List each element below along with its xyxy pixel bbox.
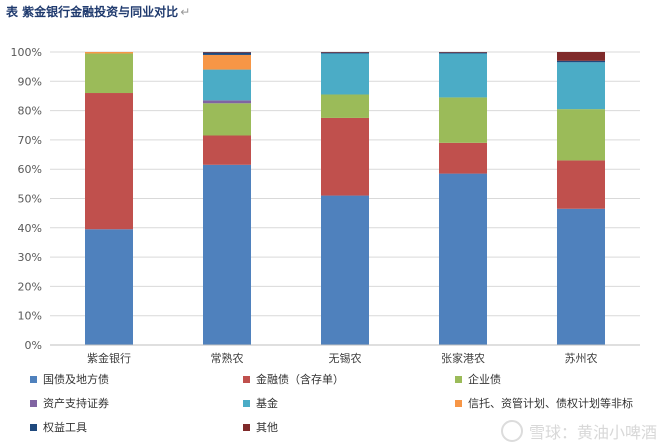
- bar-segment: [321, 117, 369, 196]
- bar-segment: [439, 97, 487, 143]
- y-tick-label: 80%: [18, 105, 42, 118]
- y-tick-label: 40%: [18, 222, 42, 235]
- legend-label: 信托、资管计划、债权计划等非标: [468, 397, 633, 410]
- y-tick-label: 0%: [25, 339, 42, 352]
- y-tick-label: 10%: [18, 310, 42, 323]
- bar-segment: [321, 94, 369, 118]
- return-mark-icon: ↵: [180, 5, 191, 19]
- legend-label: 国债及地方债: [43, 373, 109, 386]
- x-tick-label: 张家港农: [441, 351, 485, 365]
- legend-swatch: [455, 375, 462, 383]
- bar-segment: [203, 52, 251, 53]
- x-tick-label: 苏州农: [565, 351, 598, 365]
- bar-segment: [203, 100, 251, 104]
- bar-segment: [557, 52, 605, 61]
- y-tick-label: 60%: [18, 163, 42, 176]
- bar-segment: [439, 173, 487, 345]
- legend-item: 国债及地方债: [30, 371, 109, 387]
- y-tick-label: 70%: [18, 134, 42, 147]
- bar-segment: [321, 52, 369, 54]
- x-tick-label: 无锡农: [329, 351, 362, 365]
- bar-segment: [203, 164, 251, 345]
- legend-label: 资产支持证券: [43, 397, 109, 410]
- watermark: 雪球：黄油小啤酒: [500, 419, 657, 443]
- legend-item: 企业债: [455, 371, 501, 387]
- legend-label: 企业债: [468, 373, 501, 386]
- bar-segment: [203, 54, 251, 70]
- watermark-text: 雪球：黄油小啤酒: [528, 423, 657, 442]
- legend-item: 信托、资管计划、债权计划等非标: [455, 395, 633, 411]
- y-tick-label: 100%: [11, 46, 42, 59]
- legend-label: 基金: [256, 397, 278, 410]
- legend-label: 权益工具: [43, 421, 87, 434]
- bar-segment: [85, 93, 133, 230]
- bar-segment: [557, 208, 605, 345]
- bar-segment: [85, 229, 133, 345]
- bar-segment: [321, 53, 369, 95]
- x-tick-label: 常熟农: [211, 351, 244, 365]
- bar-segment: [203, 135, 251, 165]
- legend-swatch: [30, 423, 37, 431]
- legend-label: 其他: [256, 421, 278, 434]
- bar-segment: [203, 52, 251, 55]
- legend-item: 权益工具: [30, 419, 87, 435]
- bar-segment: [203, 103, 251, 136]
- legend-item: 基金: [243, 395, 278, 411]
- title-text: 表 紫金银行金融投资与同业对比: [6, 5, 179, 19]
- y-tick-label: 30%: [18, 251, 42, 264]
- legend-item: 其他: [243, 419, 278, 435]
- bar-segment: [439, 52, 487, 54]
- legend-item: 金融债（含存单）: [243, 371, 344, 387]
- chart-title: 表 紫金银行金融投资与同业对比 ↵: [6, 3, 190, 20]
- legend-label: 金融债（含存单）: [256, 373, 344, 386]
- snowball-logo-icon: [500, 420, 523, 442]
- bar-segment: [557, 60, 605, 63]
- y-tick-label: 20%: [18, 280, 42, 293]
- bar-segment: [203, 69, 251, 101]
- legend-swatch: [30, 399, 37, 407]
- legend-swatch: [243, 423, 250, 431]
- y-tick-label: 90%: [18, 75, 42, 88]
- legend-swatch: [455, 399, 462, 407]
- bar-segment: [439, 142, 487, 174]
- bar-segment: [557, 109, 605, 161]
- bar-segment: [439, 52, 487, 53]
- legend-swatch: [30, 375, 37, 383]
- bar-segment: [439, 53, 487, 98]
- legend-item: 资产支持证券: [30, 395, 109, 411]
- bar-segment: [321, 52, 369, 53]
- bar-segment: [85, 52, 133, 54]
- bar-segment: [557, 62, 605, 110]
- x-tick-label: 紫金银行: [87, 351, 131, 365]
- y-tick-label: 50%: [18, 193, 42, 206]
- bar-segment: [85, 53, 133, 94]
- bar-segment: [321, 195, 369, 345]
- legend-swatch: [243, 399, 250, 407]
- bar-segment: [557, 160, 605, 209]
- legend-swatch: [243, 375, 250, 383]
